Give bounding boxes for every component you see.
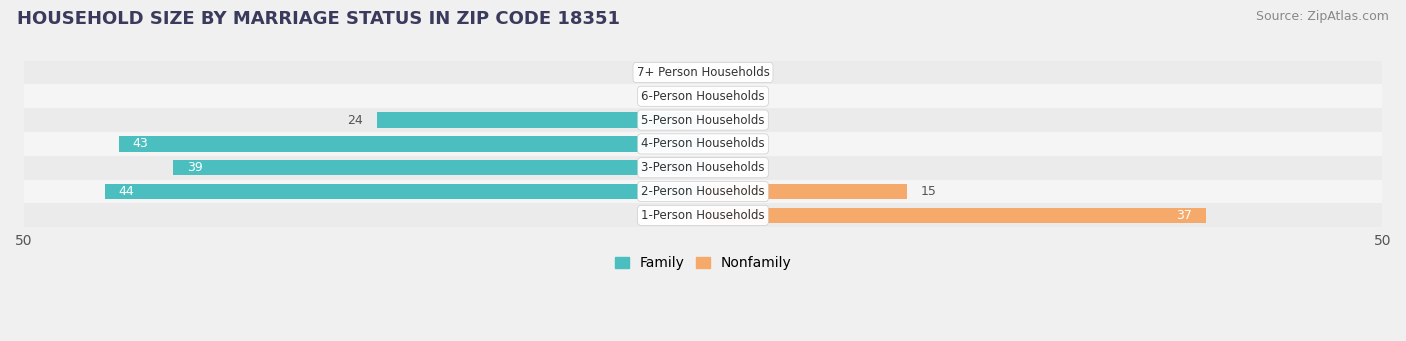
Text: 2-Person Households: 2-Person Households	[641, 185, 765, 198]
Text: 15: 15	[921, 185, 936, 198]
Text: 43: 43	[132, 137, 148, 150]
Text: 5-Person Households: 5-Person Households	[641, 114, 765, 127]
Bar	[24, 60, 1382, 84]
Text: 1-Person Households: 1-Person Households	[641, 209, 765, 222]
Text: 0: 0	[723, 161, 731, 174]
Text: 0: 0	[723, 137, 731, 150]
Text: 39: 39	[187, 161, 202, 174]
Text: 0: 0	[723, 90, 731, 103]
Text: 0: 0	[675, 90, 683, 103]
Text: 7+ Person Households: 7+ Person Households	[637, 66, 769, 79]
Text: HOUSEHOLD SIZE BY MARRIAGE STATUS IN ZIP CODE 18351: HOUSEHOLD SIZE BY MARRIAGE STATUS IN ZIP…	[17, 10, 620, 28]
Bar	[105, 184, 703, 199]
Bar	[120, 136, 703, 152]
Text: 24: 24	[347, 114, 363, 127]
Text: 44: 44	[120, 185, 135, 198]
Bar	[24, 108, 1382, 132]
Text: 37: 37	[1177, 209, 1192, 222]
Bar	[24, 156, 1382, 180]
Bar	[24, 132, 1382, 156]
Bar	[703, 184, 907, 199]
Bar	[377, 112, 703, 128]
Text: Source: ZipAtlas.com: Source: ZipAtlas.com	[1256, 10, 1389, 23]
Text: 0: 0	[723, 66, 731, 79]
Text: 0: 0	[723, 114, 731, 127]
Text: 3-Person Households: 3-Person Households	[641, 161, 765, 174]
Legend: Family, Nonfamily: Family, Nonfamily	[609, 251, 797, 276]
Text: 4-Person Households: 4-Person Households	[641, 137, 765, 150]
Bar	[173, 160, 703, 176]
Text: 6-Person Households: 6-Person Households	[641, 90, 765, 103]
Bar	[703, 208, 1206, 223]
Bar	[24, 180, 1382, 204]
Text: 0: 0	[675, 66, 683, 79]
Bar	[24, 84, 1382, 108]
Text: 0: 0	[675, 209, 683, 222]
Bar	[24, 204, 1382, 227]
